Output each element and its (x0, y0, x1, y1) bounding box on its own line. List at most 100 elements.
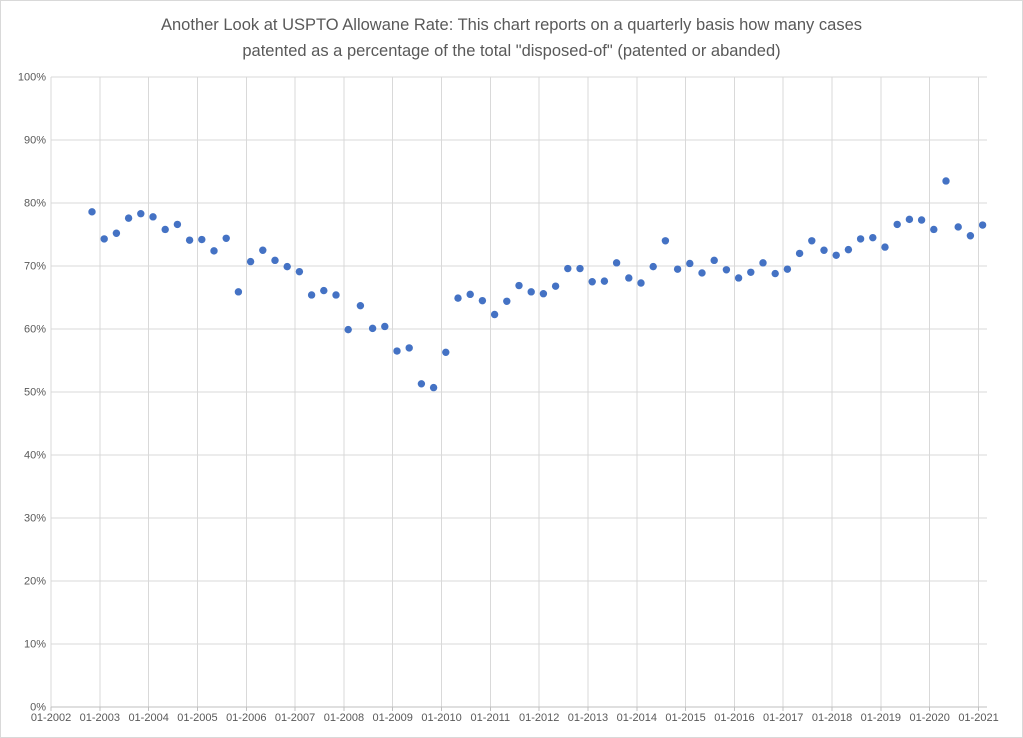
data-point (307, 291, 316, 299)
y-tick-label: 50% (24, 387, 46, 399)
x-tick-label: 01-2010 (421, 712, 461, 724)
data-point (356, 301, 365, 310)
y-tick-label: 30% (24, 513, 46, 525)
data-point (344, 325, 352, 334)
data-point (893, 220, 901, 229)
data-point (246, 257, 255, 266)
chart-title-line-2: patented as a percentage of the total "d… (242, 42, 781, 60)
data-point (198, 235, 206, 244)
x-tick-label: 01-2012 (519, 712, 559, 724)
data-point (930, 225, 938, 234)
data-point (710, 256, 718, 265)
data-point (503, 297, 511, 305)
x-tick-label: 01-2014 (617, 712, 657, 724)
data-point (856, 235, 865, 243)
data-point (966, 232, 975, 240)
chart-title: Another Look at USPTO Allowane Rate: Thi… (1, 12, 1022, 64)
x-tick-label: 01-2015 (665, 712, 705, 724)
data-point (722, 266, 731, 274)
data-point (490, 310, 499, 319)
data-point (393, 347, 401, 355)
data-point (600, 277, 609, 285)
data-point (917, 216, 926, 224)
x-tick-label: 01-2019 (861, 712, 901, 724)
data-point (881, 243, 889, 251)
data-point (283, 262, 291, 271)
data-point (405, 344, 413, 352)
data-point (673, 265, 682, 273)
data-point (844, 245, 853, 254)
data-point (734, 274, 743, 282)
data-point (527, 288, 535, 296)
data-point (637, 279, 645, 287)
data-point (698, 269, 706, 277)
data-point (905, 215, 914, 224)
data-point (771, 269, 779, 278)
data-point (649, 262, 657, 271)
x-tick-label: 01-2017 (763, 712, 803, 724)
x-tick-label: 01-2018 (812, 712, 852, 724)
data-point (686, 259, 694, 268)
data-point (429, 383, 438, 392)
y-tick-label: 0% (30, 702, 46, 714)
data-point (869, 233, 877, 242)
x-tick-label: 01-2013 (568, 712, 608, 724)
x-tick-label: 01-2021 (958, 712, 998, 724)
data-point (88, 208, 96, 216)
x-tick-label: 01-2009 (373, 712, 413, 724)
data-point (588, 278, 596, 286)
x-tick-label: 01-2004 (128, 712, 168, 724)
y-tick-label: 80% (24, 198, 46, 210)
x-tick-label: 01-2007 (275, 712, 315, 724)
data-point (759, 259, 767, 267)
data-point (551, 282, 560, 290)
data-point (515, 281, 523, 290)
data-point (185, 236, 194, 244)
data-point (454, 294, 462, 302)
y-tick-label: 90% (24, 135, 46, 147)
x-tick-label: 01-2011 (471, 712, 511, 724)
data-point (173, 220, 182, 229)
data-point (832, 251, 840, 259)
data-point (234, 288, 243, 296)
data-point (612, 259, 621, 267)
y-tick-label: 60% (24, 324, 46, 336)
data-point (271, 256, 279, 265)
y-tick-label: 20% (24, 576, 46, 588)
y-tick-label: 10% (24, 639, 46, 651)
data-point (149, 213, 157, 221)
x-tick-label: 01-2008 (324, 712, 364, 724)
data-point (795, 249, 804, 258)
data-point (978, 221, 987, 229)
data-point (112, 229, 121, 237)
data-point (808, 237, 816, 245)
x-tick-label: 01-2005 (177, 712, 217, 724)
data-point (564, 264, 572, 273)
x-tick-label: 01-2003 (80, 712, 120, 724)
x-tick-label: 01-2002 (31, 712, 71, 724)
data-point (783, 265, 792, 273)
x-tick-label: 01-2020 (909, 712, 949, 724)
data-point (161, 225, 169, 234)
data-point (100, 235, 108, 243)
data-point (210, 247, 218, 255)
data-point (478, 296, 487, 305)
data-point (576, 264, 584, 273)
data-point (381, 322, 389, 331)
y-tick-label: 100% (18, 72, 46, 84)
data-point (820, 246, 828, 254)
data-point (368, 324, 377, 333)
y-tick-label: 40% (24, 450, 46, 462)
data-point (539, 290, 548, 298)
chart-title-line-1: Another Look at USPTO Allowane Rate: Thi… (161, 16, 862, 34)
data-point (417, 380, 426, 388)
data-point (332, 291, 340, 299)
x-tick-label: 01-2016 (714, 712, 754, 724)
data-point (625, 274, 633, 282)
data-point (295, 267, 304, 276)
data-point (942, 177, 950, 185)
data-point (661, 237, 670, 245)
data-point (466, 290, 474, 299)
